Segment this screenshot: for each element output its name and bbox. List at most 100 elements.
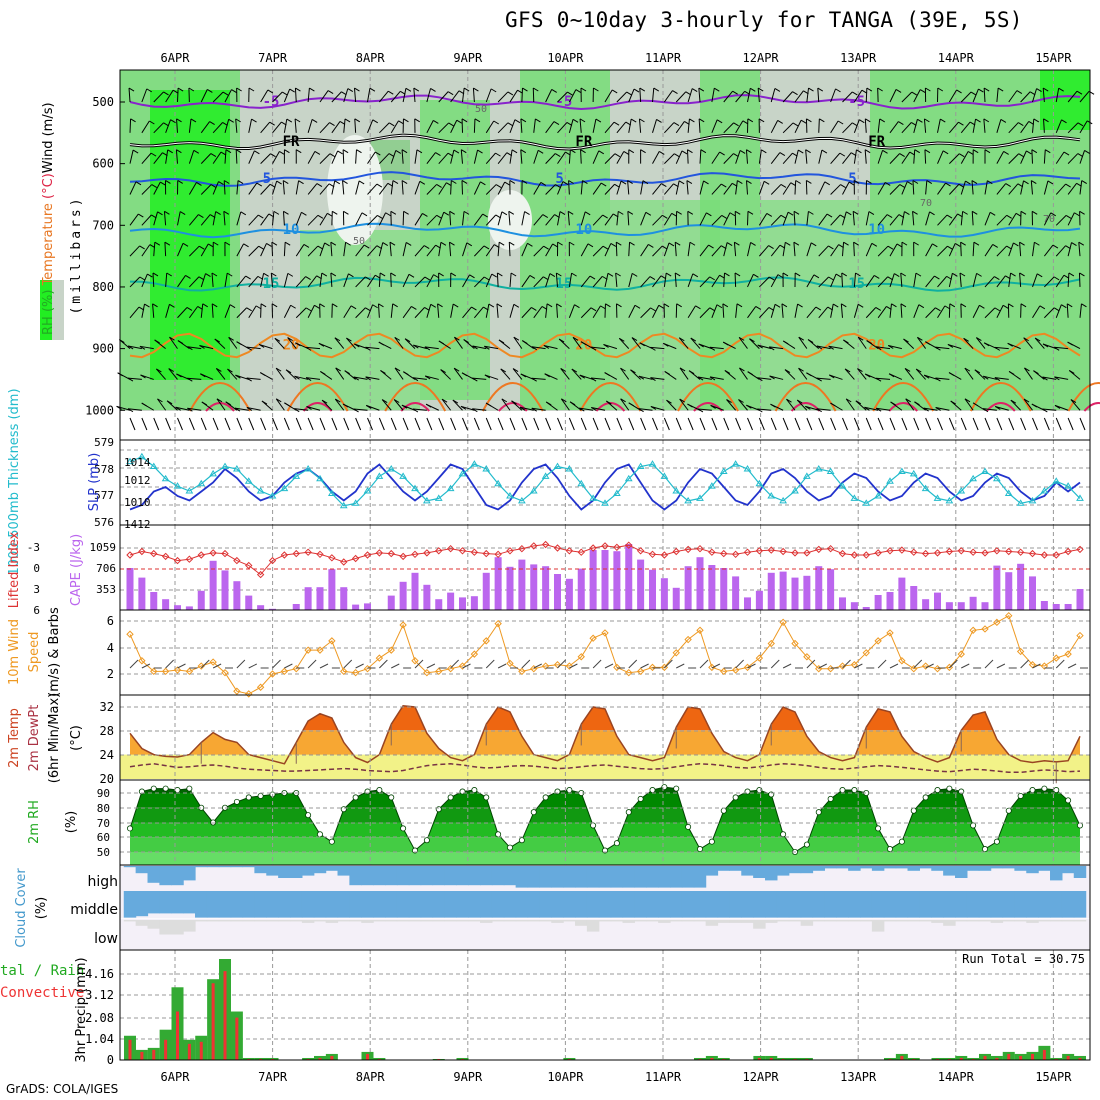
isotherm-label: 10 (575, 222, 592, 238)
wind-barb (497, 663, 507, 669)
wind-speed-point (126, 630, 134, 638)
wind-barb (461, 149, 467, 154)
wind-barb (426, 663, 436, 669)
wind-barb (619, 337, 625, 342)
wind-barb (913, 241, 919, 246)
wind-barb (652, 88, 655, 103)
wind-barb (147, 273, 153, 278)
wind-barb (284, 241, 291, 246)
wind-barb (579, 407, 594, 411)
wind-barb (1079, 150, 1086, 164)
wind-barb (678, 337, 689, 349)
wind-barb (972, 242, 975, 257)
wind-barb (139, 276, 146, 281)
wind-barb (699, 149, 702, 164)
thickness-point (470, 460, 479, 467)
wind-barb (321, 272, 328, 277)
wind-barb (757, 344, 772, 350)
cloud-cell-high (610, 866, 624, 888)
wind-barb (531, 377, 537, 382)
wind-barb (1050, 212, 1056, 217)
thickness-point (992, 474, 1001, 482)
wind-barb (590, 346, 597, 351)
wind-speed-point (743, 663, 752, 672)
wind-barb (270, 272, 273, 287)
wind-barb (282, 91, 288, 96)
wind-barb (177, 663, 186, 669)
wind-barb (784, 369, 796, 380)
wind-barb (1008, 183, 1019, 195)
lifted-index-point (541, 540, 550, 549)
cape-bar (732, 576, 740, 610)
wind-barb (545, 417, 552, 431)
wind-barb (689, 241, 696, 246)
wind-barb (437, 303, 440, 318)
isotherm-label: 15 (848, 276, 865, 292)
cloud-cell-middle (278, 891, 291, 918)
cloud-cell-high (883, 866, 897, 869)
wind-barb (497, 242, 500, 257)
wind-barb (200, 659, 210, 669)
wind-barb (509, 180, 516, 184)
wind-barb (782, 152, 793, 164)
cloud-cell-high (919, 866, 932, 869)
wind-barb (1067, 663, 1077, 669)
wind-barb (521, 659, 531, 669)
wind-barb (212, 122, 223, 134)
wind-barb (500, 368, 506, 373)
cloud-cell-low (753, 920, 766, 929)
cloud-cell-high (515, 866, 529, 888)
thickness-point (482, 465, 491, 472)
wind-barb (818, 417, 825, 431)
wind-barb (792, 91, 798, 96)
wind-barb (877, 150, 884, 164)
wind-barb (274, 337, 285, 349)
cloud-cell-low (860, 920, 873, 922)
wind-barb (628, 305, 636, 318)
wind-barb (1042, 408, 1048, 413)
rh-band-fill (130, 852, 1080, 865)
wind-barb (574, 304, 580, 309)
wind-barb (816, 345, 831, 350)
wind-barb (982, 408, 989, 413)
wind-barb (923, 118, 927, 133)
wind-barb (907, 181, 913, 185)
wind-barb (485, 273, 493, 288)
wind-barb (639, 87, 646, 92)
wind-barb (139, 345, 154, 350)
cape-bar (969, 596, 977, 610)
day-label-bottom: 6APR (161, 1070, 191, 1084)
wind-barb (543, 344, 558, 350)
wind-barb (436, 183, 442, 188)
wind-barb (726, 242, 733, 246)
wind-barb (620, 367, 630, 380)
wind-barb (918, 304, 925, 309)
cape-bar (791, 577, 799, 610)
precip-convective-bar (176, 1011, 179, 1060)
wind-barb (367, 245, 378, 257)
wind-barb (934, 275, 940, 280)
wind-barb (843, 241, 849, 246)
cape-bar (126, 568, 134, 610)
wind-barb (592, 659, 602, 669)
wind-barb (1008, 153, 1019, 165)
lifted-index-point (1052, 551, 1060, 559)
lifted-index-point (720, 549, 728, 558)
temp-fill-yellow (130, 754, 1080, 779)
wind-barb (630, 369, 636, 374)
lifted-index-point (565, 547, 574, 555)
cloud-cell-high (385, 866, 398, 886)
wind-barb (770, 244, 781, 257)
wind-barb (498, 241, 505, 246)
wind-barb (305, 276, 311, 280)
wind-speed-point (1076, 631, 1084, 640)
cloud-cell-high (895, 866, 909, 869)
wind-barb (225, 401, 231, 406)
thickness-point (541, 472, 550, 479)
precip-convective-bar (1042, 1049, 1046, 1060)
wind-barb (394, 337, 404, 349)
wind-barb (729, 212, 736, 217)
wind-barb (746, 149, 752, 154)
upper-ylabel: RH (%) Temperature (°C)Wind (m/s) (41, 102, 56, 335)
wind-barb (402, 88, 407, 103)
